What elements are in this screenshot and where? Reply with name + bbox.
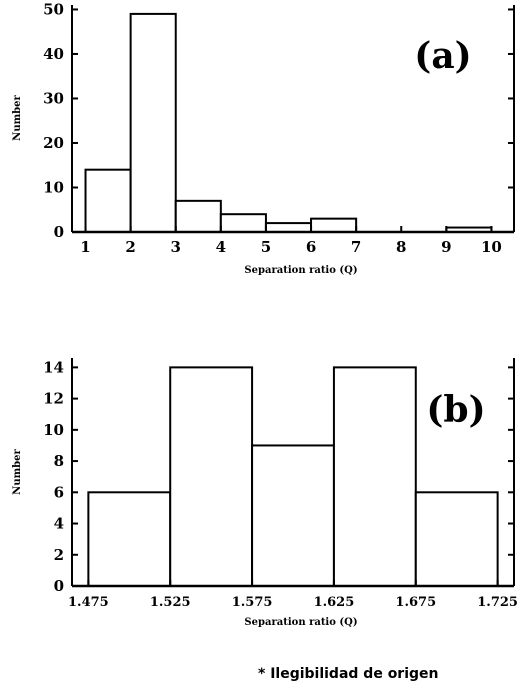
x-tick-label: 1.525 bbox=[150, 595, 191, 610]
y-tick-label: 0 bbox=[54, 223, 64, 241]
x-tick-label: 10 bbox=[481, 238, 502, 256]
y-axis-title: Number bbox=[12, 448, 23, 494]
x-axis-title: Separation ratio (Q) bbox=[244, 617, 357, 628]
y-axis-title: Number bbox=[12, 94, 23, 140]
panel-label: (a) bbox=[414, 35, 471, 77]
y-tick-label: 14 bbox=[43, 358, 64, 376]
y-tick-label: 6 bbox=[54, 483, 64, 501]
x-tick-label: 3 bbox=[171, 238, 181, 256]
y-tick-label: 8 bbox=[54, 452, 64, 470]
histogram-bar bbox=[129, 12, 177, 233]
x-tick-label: 1.475 bbox=[68, 595, 109, 610]
y-tick-label: 10 bbox=[43, 421, 64, 439]
histogram-bar bbox=[332, 366, 417, 588]
x-tick-label: 2 bbox=[125, 238, 135, 256]
histogram-bar bbox=[251, 444, 335, 587]
x-tick-label: 5 bbox=[261, 238, 271, 256]
y-tick-label: 2 bbox=[54, 546, 64, 564]
histogram-bar bbox=[174, 199, 222, 234]
y-tick-label: 30 bbox=[43, 89, 64, 107]
x-tick-label: 9 bbox=[441, 238, 451, 256]
x-tick-label: 1 bbox=[80, 238, 90, 256]
histogram-bar bbox=[310, 217, 358, 234]
histogram-bar bbox=[87, 491, 172, 587]
footnote: * Ilegibilidad de origen bbox=[258, 666, 439, 682]
y-tick-label: 20 bbox=[43, 134, 64, 152]
histogram-bar bbox=[84, 168, 132, 234]
histogram-bar bbox=[169, 366, 254, 588]
histogram-bar bbox=[219, 213, 267, 233]
x-tick-label: 1.625 bbox=[314, 595, 355, 610]
y-tick-label: 0 bbox=[54, 577, 64, 595]
x-tick-label: 1.575 bbox=[232, 595, 273, 610]
x-tick-label: 7 bbox=[351, 238, 361, 256]
y-tick-label: 12 bbox=[43, 390, 64, 408]
histogram-bar bbox=[264, 222, 313, 233]
panel-label: (b) bbox=[426, 389, 485, 431]
x-axis-title: Separation ratio (Q) bbox=[244, 265, 357, 276]
x-tick-label: 4 bbox=[216, 238, 226, 256]
x-tick-label: 8 bbox=[396, 238, 406, 256]
x-tick-label: 1.675 bbox=[395, 595, 436, 610]
y-tick-label: 10 bbox=[43, 178, 64, 196]
histogram-panel-a: 0 10 20 30 40 50 1 2 3 4 5 6 7 8 9 10 Separation ratio (… bbox=[12, 0, 515, 276]
histogram-panel-b: 0 2 4 6 8 10 12 14 1.475 1.525 1.575 1.625 1.675 1.72… bbox=[12, 358, 517, 628]
y-tick-label: 40 bbox=[43, 45, 64, 63]
y-tick-label: 4 bbox=[54, 515, 64, 533]
y-tick-label: 50 bbox=[43, 0, 64, 18]
x-tick-label: 6 bbox=[306, 238, 316, 256]
histogram-bar bbox=[414, 491, 499, 587]
x-tick-label: 1.725 bbox=[477, 595, 517, 610]
